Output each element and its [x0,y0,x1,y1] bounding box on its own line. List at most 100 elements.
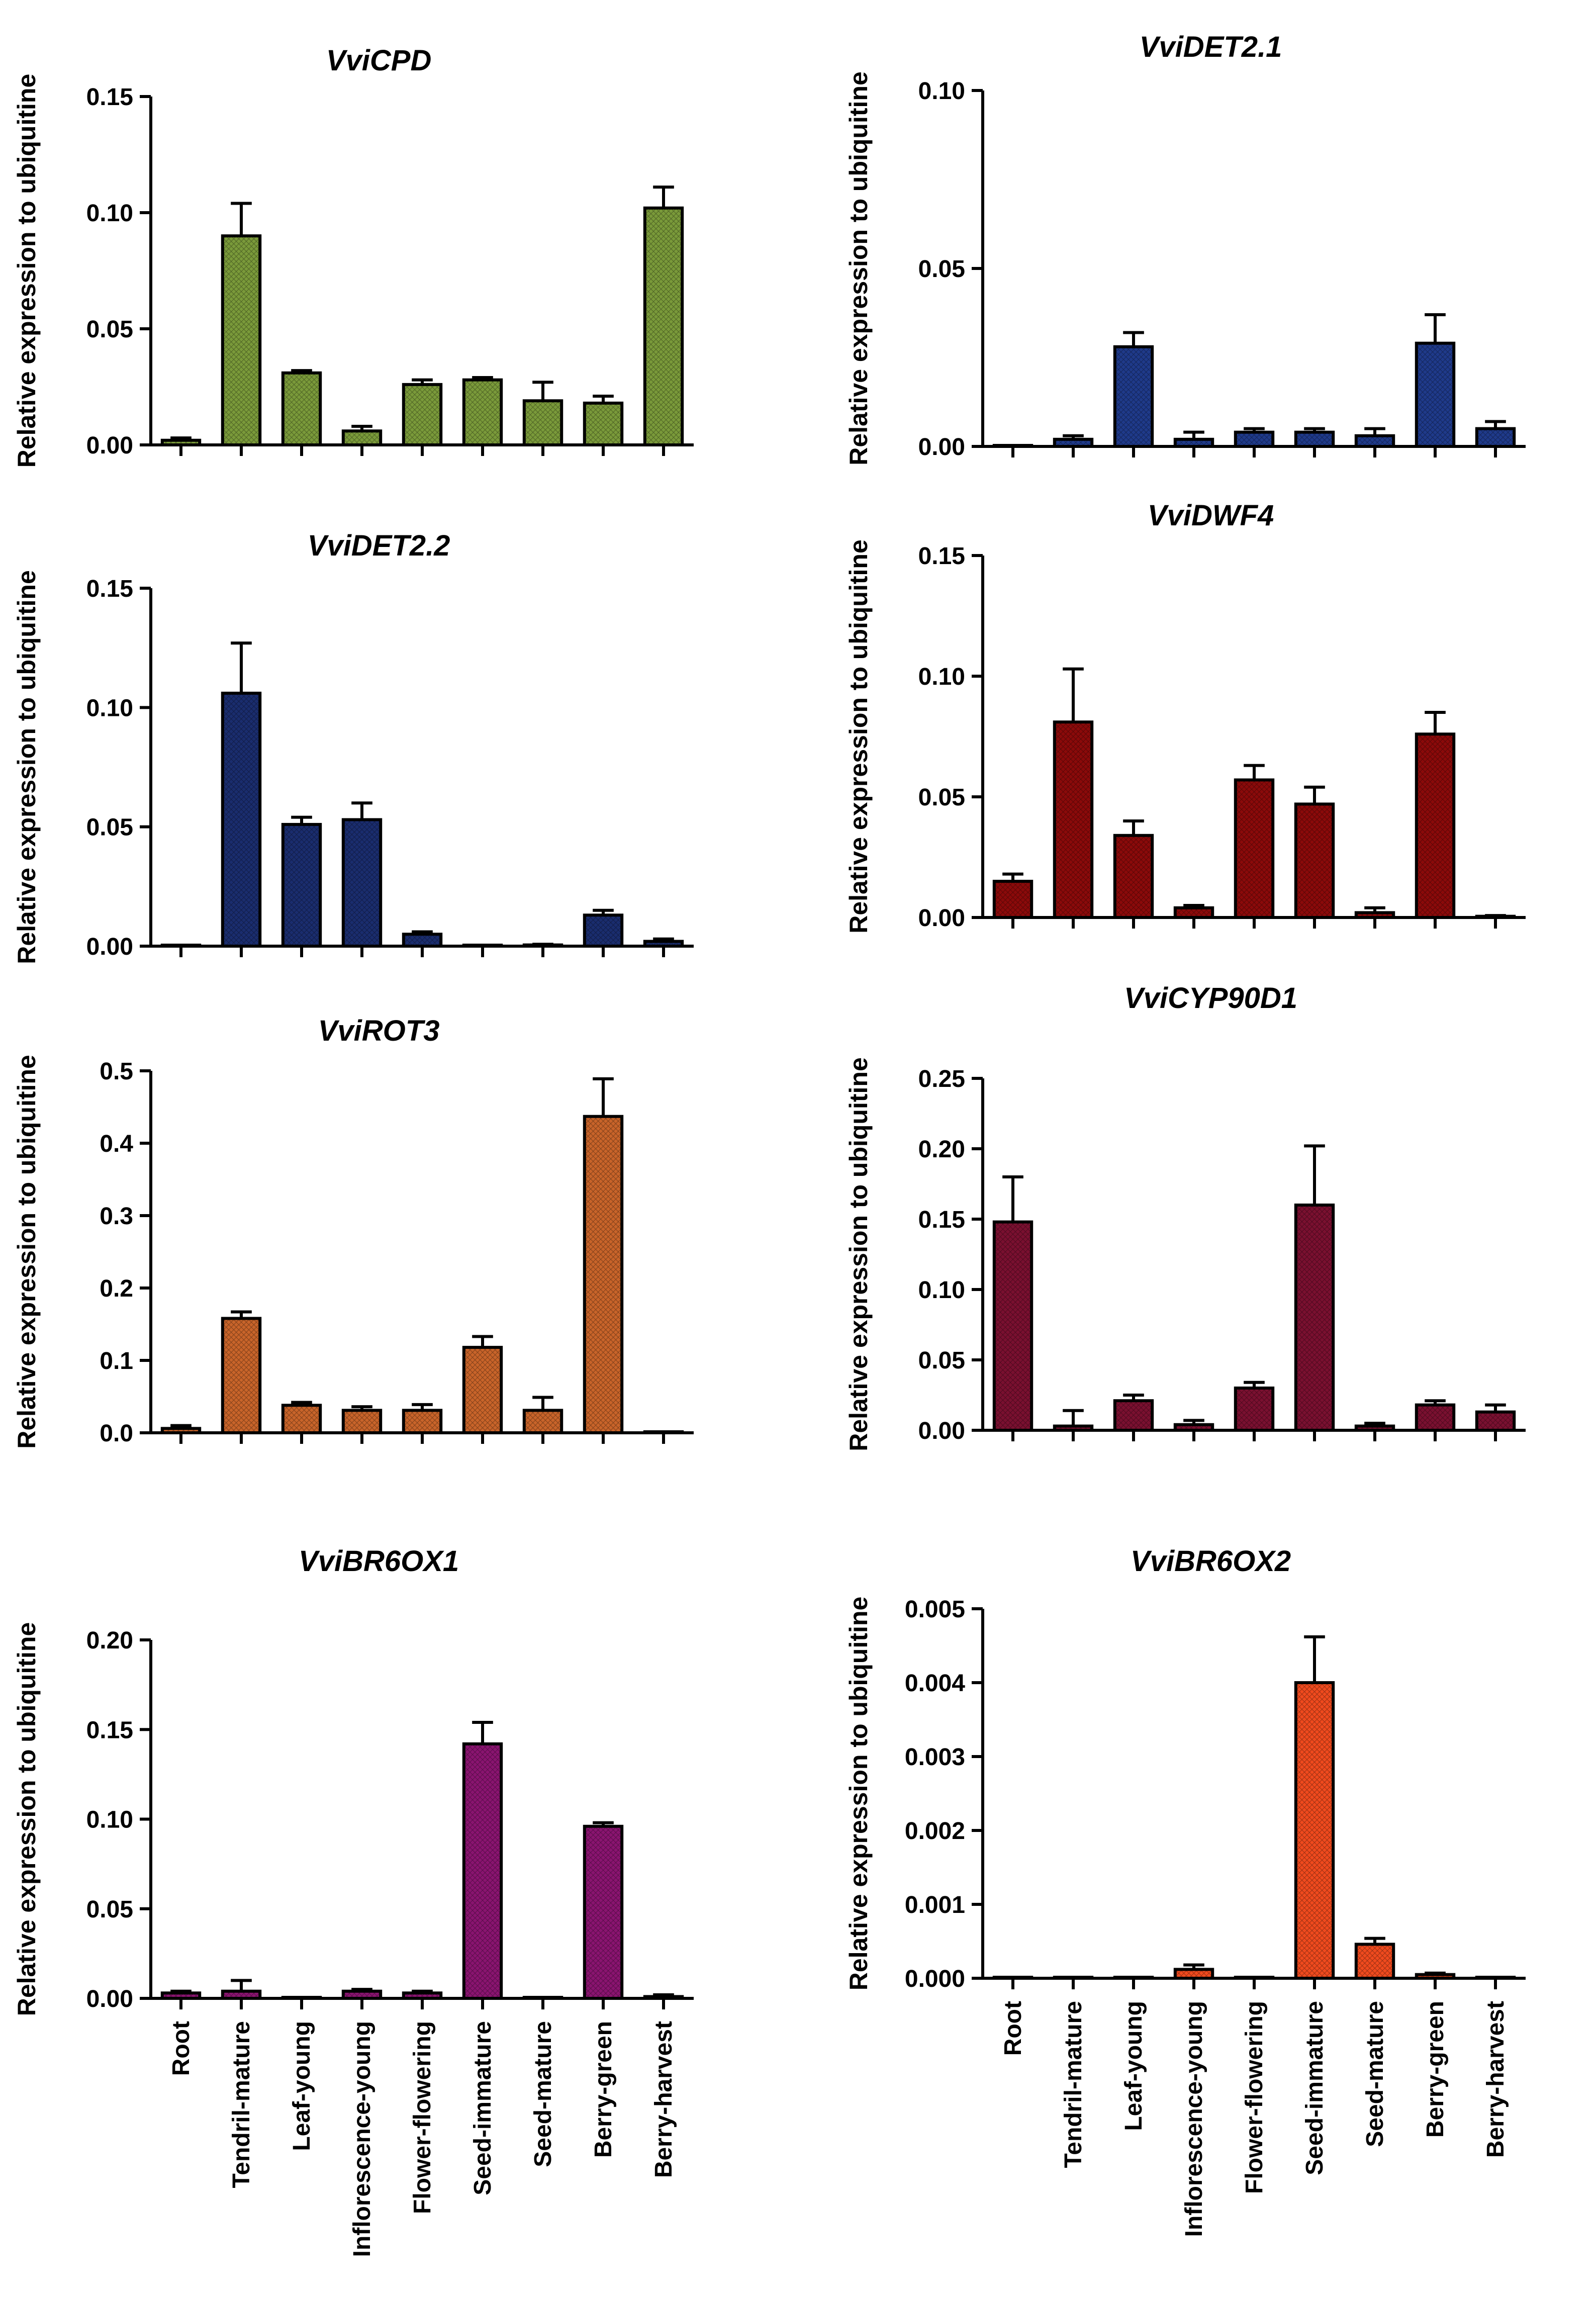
bar-texture [222,1318,260,1433]
y-tick-label: 0.00 [86,432,133,459]
bar-texture [222,693,260,946]
bar-texture [524,945,562,946]
y-axis-label: Relative expression to ubiquitine [13,570,41,964]
bar-texture [1235,780,1273,917]
x-tick-label: Flower-flowering [1241,2001,1268,2194]
bar-texture [1175,1424,1213,1430]
chart-panel-3: VviDET2.2 Relative expression to ubiquiti… [13,529,694,964]
y-tick-label: 0.2 [100,1275,133,1302]
bar-texture [162,1993,200,1998]
bar-texture [994,1222,1032,1430]
y-tick-label: 0.15 [86,84,133,111]
bar-texture [1295,804,1334,917]
bar-texture [1476,916,1515,917]
y-tick-label: 0.1 [100,1348,133,1374]
bar-texture [584,403,622,445]
bar-texture [584,1826,622,1998]
y-tick-label: 0.20 [918,1136,965,1163]
bar-texture [1175,1969,1213,1978]
y-tick-label: 0.5 [100,1058,133,1085]
bar-texture [994,1977,1032,1978]
bar-texture [994,881,1032,917]
y-tick-label: 0.0 [100,1420,133,1447]
y-tick-label: 0.05 [86,1896,133,1923]
x-tick-label: Berry-green [590,2021,617,2158]
bar-texture [1295,1205,1334,1430]
bar-texture [994,445,1032,446]
chart-title: VviROT3 [318,1015,440,1047]
y-tick-label: 0.15 [86,1717,133,1743]
y-tick-label: 0.25 [918,1066,965,1092]
y-tick-label: 0.15 [918,1207,965,1233]
bar-texture [1356,912,1394,917]
bar-texture [1295,432,1334,446]
y-tick-label: 0.05 [918,1347,965,1374]
bar-texture [222,236,260,445]
bar-texture [343,1410,381,1433]
bar-texture [403,384,441,445]
bar-texture [283,373,321,445]
y-tick-label: 0.15 [86,576,133,602]
chart-panel-2: VviDET2.1 Relative expression to ubiquiti… [844,31,1526,466]
bar-texture [1476,1412,1515,1430]
bar-texture [1175,907,1213,917]
bar-texture [1235,1388,1273,1430]
bar-texture [524,401,562,445]
y-tick-label: 0.4 [100,1131,133,1157]
bar-texture [1114,1977,1153,1978]
y-tick-label: 0.10 [918,664,965,690]
y-tick-label: 0.3 [100,1203,133,1230]
y-axis-label: Relative expression to ubiquitine [844,539,873,934]
x-tick-label: Tendril-mature [1060,2001,1087,2168]
bar-texture [1054,722,1092,917]
chart-title: VviBR6OX1 [299,1545,459,1578]
bar-texture [343,819,381,946]
chart-panel-1: VviCPD Relative expression to ubiquitine 0… [13,44,694,468]
y-axis-label: Relative expression to ubiquitine [13,1622,41,2016]
y-tick-label: 0.20 [86,1627,133,1654]
bar-texture [162,945,200,946]
bar-texture [1416,1974,1454,1978]
chart-panel-6: VviCYP90D1 Relative expression to ubiquit… [844,982,1526,1451]
x-tick-label: Leaf-young [289,2021,315,2151]
bar-texture [403,1410,441,1433]
x-tick-label: Berry-green [1422,2001,1449,2138]
chart-panel-7: VviBR6OX1 Relative expression to ubiquiti… [13,1545,694,2257]
bar-texture [1476,1977,1515,1978]
bar-texture [403,934,441,946]
bar-texture [1054,1426,1092,1430]
y-tick-label: 0.10 [86,695,133,721]
y-tick-label: 0.05 [86,814,133,841]
x-tick-label: Flower-flowering [409,2021,436,2214]
y-tick-label: 0.000 [905,1966,965,1992]
chart-title: VviDWF4 [1148,499,1274,532]
bar-texture [343,1991,381,1998]
y-axis-label: Relative expression to ubiquitine [844,1597,873,1991]
bar-texture [1356,435,1394,446]
y-tick-label: 0.00 [86,934,133,960]
x-tick-label: Inflorescence-young [1181,2001,1207,2237]
bar-texture [1235,432,1273,446]
bar-texture [1416,1405,1454,1430]
y-tick-label: 0.10 [918,78,965,105]
bar-texture [644,208,683,445]
y-tick-label: 0.003 [905,1744,965,1771]
x-tick-label: Tendril-mature [228,2021,255,2188]
x-tick-label: Seed-mature [530,2021,556,2167]
bar-texture [1114,835,1153,917]
bar-texture [1476,428,1515,446]
y-tick-label: 0.00 [918,905,965,932]
bar-texture [283,1405,321,1433]
y-tick-label: 0.05 [918,784,965,811]
bar-texture [644,941,683,946]
chart-title: VviDET2.2 [308,529,450,562]
y-tick-label: 0.05 [918,256,965,283]
chart-panel-5: VviROT3 Relative expression to ubiquitine… [13,1015,694,1449]
y-axis-label: Relative expression to ubiquitine [13,74,41,468]
y-tick-label: 0.00 [918,434,965,461]
y-tick-label: 0.15 [918,543,965,570]
bar-texture [1416,343,1454,446]
x-tick-label: Seed-mature [1362,2001,1388,2147]
chart-title: VviDET2.1 [1140,31,1282,63]
